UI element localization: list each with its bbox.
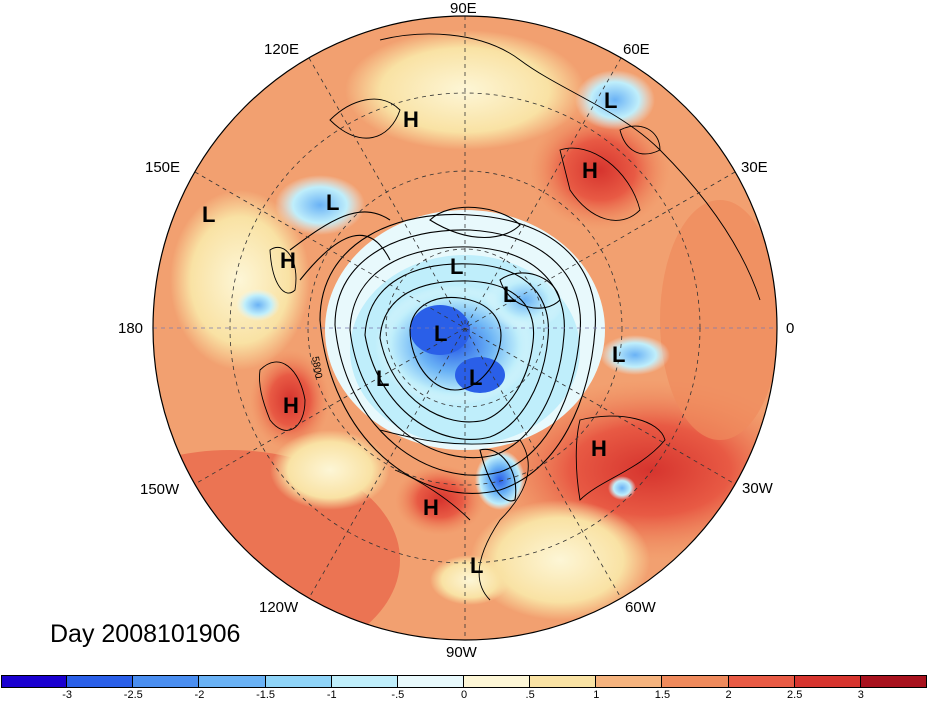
coastlines — [259, 33, 761, 601]
colorbar-swatch — [133, 675, 200, 688]
lon-label-180: 180 — [118, 320, 144, 337]
pressure-center-l-europe: L — [612, 342, 625, 367]
colorbar-swatch — [397, 675, 464, 688]
colorbar-swatch — [794, 675, 861, 688]
colorbar-tick-label: -.5 — [391, 689, 405, 701]
colorbar-swatch — [860, 675, 927, 688]
pressure-center-l-alaska: L — [376, 366, 389, 391]
pressure-center-l-hudson: L — [469, 365, 482, 390]
pressure-center-h-east-pacific: H — [283, 393, 299, 418]
pressure-center-l-arctic-europe: L — [503, 282, 516, 307]
pressure-center-l-central-america: L — [470, 553, 483, 578]
pressure-centers: H L H L L H L L L L L L H H H L — [202, 88, 625, 578]
date-label: Day 2008101906 — [50, 620, 241, 648]
colorbar-swatch — [464, 675, 531, 688]
colorbar-tick-label: 3 — [857, 689, 864, 701]
pressure-center-h-atlantic: H — [591, 436, 607, 461]
lon-label-30e: 30E — [741, 159, 768, 176]
pressure-center-h-siberia-north: H — [403, 107, 419, 132]
map-boundary — [152, 15, 778, 641]
lon-label-150e: 150E — [145, 159, 181, 176]
colorbar-tick-label: -3 — [62, 689, 73, 701]
colorbar-tick-label: 2 — [725, 689, 732, 701]
colorbar-swatch — [1, 675, 68, 688]
colorbar-tick-label: .5 — [525, 689, 535, 701]
colorbar-swatch — [67, 675, 134, 688]
colorbar-swatch — [265, 675, 332, 688]
lon-label-90e: 90E — [450, 0, 477, 17]
pressure-center-h-us-south: H — [423, 495, 439, 520]
lon-label-30w: 30W — [742, 480, 773, 497]
lon-label-60e: 60E — [623, 41, 650, 58]
colorbar-swatch — [728, 675, 795, 688]
colorbar-tick-label: -1 — [326, 689, 337, 701]
pressure-center-l-west-pacific: L — [202, 202, 215, 227]
colorbar-swatch — [530, 675, 597, 688]
lon-label-60w: 60W — [625, 599, 656, 616]
lon-label-0: 0 — [786, 320, 795, 337]
pressure-center-l-central-asia: L — [604, 88, 617, 113]
colorbar-swatch — [331, 675, 398, 688]
colorbar-tick-label: -2 — [194, 689, 205, 701]
lon-label-90w: 90W — [446, 644, 477, 661]
lon-label-120e: 120E — [264, 41, 300, 58]
height-contours — [289, 206, 596, 502]
pressure-center-l-arctic-canada: L — [434, 321, 447, 346]
pressure-center-l-east-asia: L — [326, 190, 339, 215]
colorbar-tick-label: 1.5 — [654, 689, 671, 701]
colorbar-tick-label: 0 — [460, 689, 468, 701]
pressure-center-l-arctic-siberia: L — [450, 254, 463, 279]
pressure-center-h-kamchatka: H — [280, 248, 296, 273]
colorbar-swatch — [199, 675, 266, 688]
colorbar-swatch — [596, 675, 663, 688]
colorbar-tick-label: -2.5 — [123, 689, 143, 701]
lon-label-120w: 120W — [259, 599, 299, 616]
graticule — [153, 16, 777, 640]
colorbar-tick-label: -1.5 — [256, 689, 276, 701]
lon-label-150w: 150W — [140, 481, 180, 498]
colorbar: -3 -2.5 -2 -1.5 -1 -.5 0 .5 1 1.5 2 2.5 3 — [0, 675, 928, 702]
pressure-center-h-ural: H — [582, 158, 598, 183]
colorbar-tick-label: 1 — [593, 689, 600, 701]
contour-label-5800: 5800 — [309, 356, 324, 380]
colorbar-swatch — [662, 675, 729, 688]
colorbar-tick-label: 2.5 — [787, 689, 803, 701]
